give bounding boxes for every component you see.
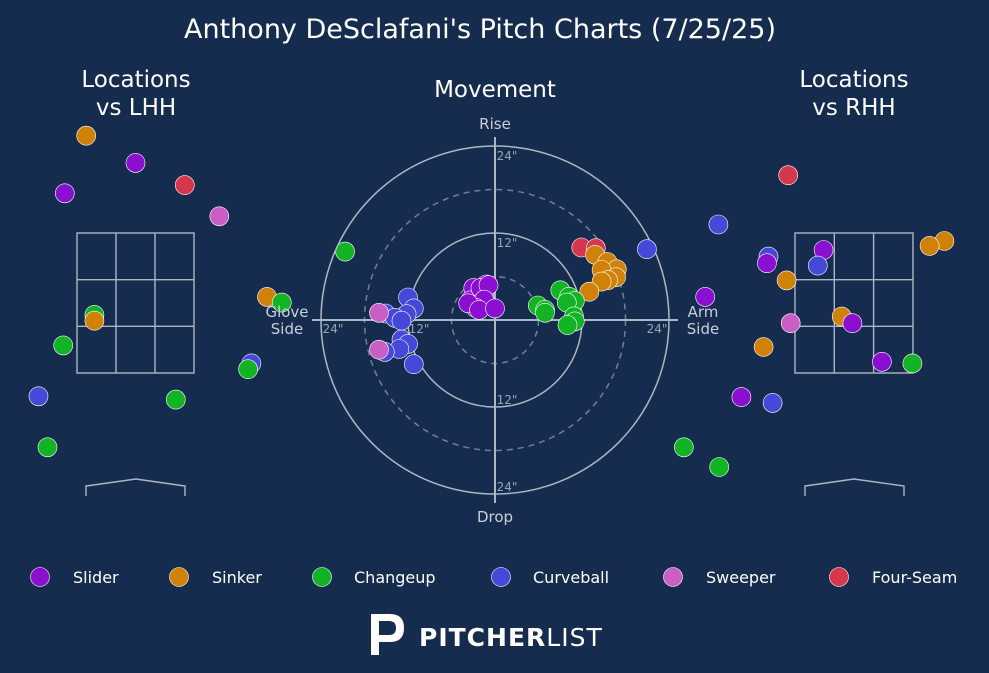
lhh-pitch-dot-changeup <box>238 359 258 380</box>
legend-marker-four-seam <box>829 567 849 587</box>
home-plate-rhh <box>804 478 905 496</box>
panel-title-lhh-line2: vs LHH <box>96 95 176 121</box>
rhh-pitch-dot-slider <box>757 253 777 274</box>
chart-title: Anthony DeSclafani's Pitch Charts (7/25/… <box>184 14 776 45</box>
rhh-pitch-dot-changeup <box>673 437 694 458</box>
legend: Slider Sinker Changeup Curveball Sweeper… <box>30 567 957 587</box>
lhh-pitch-dot-sinker <box>76 125 96 146</box>
axis-label-rise: Rise <box>479 115 511 133</box>
movement-dot-sweeper <box>369 302 389 323</box>
axis-label-glove-side-2: Side <box>271 320 303 338</box>
lhh-pitch-dot-changeup <box>53 335 74 356</box>
pitcherlist-logo: PITCHERLIST <box>371 614 603 655</box>
movement-dot-changeup <box>557 315 578 335</box>
ring-label-top-24: 24" <box>497 149 518 163</box>
rhh-pitch-dot-sweeper <box>780 313 801 334</box>
points-movement <box>369 237 627 375</box>
lhh-pitch-dot-changeup <box>37 437 58 458</box>
movement-dot-curveball <box>391 310 412 331</box>
lhh-pitch-dot-slider <box>125 153 146 173</box>
lhh-pitch-dot-sinker <box>84 310 105 331</box>
legend-label-changeup: Changeup <box>354 568 436 587</box>
legend-marker-changeup <box>312 567 332 587</box>
lhh-pitch-dot-sweeper <box>209 206 230 227</box>
ring-label-bottom-24: 24" <box>497 480 518 494</box>
movement-rings <box>312 137 678 503</box>
legend-label-four-seam: Four-Seam <box>872 568 957 587</box>
rhh-pitch-dot-sinker <box>753 337 774 357</box>
brand-name: PITCHERLIST <box>419 623 603 652</box>
legend-marker-slider <box>30 567 50 587</box>
ring-label-left-12: 12" <box>409 322 430 336</box>
rhh-pitch-dot-curveball <box>762 393 783 413</box>
ring-label-bottom-12: 12" <box>497 393 518 407</box>
brand-name-light: LIST <box>546 623 602 652</box>
legend-marker-sinker <box>169 567 189 587</box>
panel-locations-lhh: Locations vs LHH <box>28 67 355 496</box>
panel-title-rhh-line1: Locations <box>799 67 908 93</box>
lhh-pitch-dot-changeup <box>271 292 292 313</box>
lhh-pitch-dot-curveball <box>28 386 49 407</box>
rhh-pitch-dot-sinker <box>776 270 797 291</box>
movement-dot-slider <box>485 298 505 319</box>
rhh-pitch-dot-slider <box>842 313 863 334</box>
lhh-pitch-dot-four-seam <box>175 175 195 195</box>
legend-label-curveball: Curveball <box>533 568 609 587</box>
movement-dot-curveball <box>403 354 424 375</box>
movement-dot-changeup <box>535 302 555 323</box>
rhh-pitch-dot-slider <box>731 387 752 407</box>
strike-zone-rhh <box>794 232 914 374</box>
lhh-pitch-dot-changeup <box>166 389 186 410</box>
lhh-pitch-dot-slider <box>55 183 75 204</box>
axis-label-arm-side-2: Side <box>687 320 719 338</box>
legend-label-sweeper: Sweeper <box>706 568 776 587</box>
panel-locations-rhh: Locations vs RHH <box>637 67 955 496</box>
rhh-pitch-dot-curveball <box>637 239 657 259</box>
rhh-pitch-dot-curveball <box>807 255 828 276</box>
legend-label-slider: Slider <box>73 568 119 587</box>
rhh-pitch-dot-slider <box>872 351 892 372</box>
rhh-pitch-dot-curveball <box>708 214 729 235</box>
points-rhh <box>637 165 955 477</box>
home-plate-lhh <box>85 478 186 496</box>
legend-marker-curveball <box>491 567 511 587</box>
movement-dot-sweeper <box>369 339 389 360</box>
strike-zone-lhh <box>76 232 195 374</box>
rhh-pitch-dot-four-seam <box>778 165 799 185</box>
brand-name-bold: PITCHER <box>419 623 546 652</box>
points-lhh <box>28 125 355 458</box>
rhh-pitch-dot-changeup <box>709 457 730 477</box>
legend-marker-sweeper <box>663 567 683 587</box>
rhh-pitch-dot-sinker <box>919 236 940 256</box>
panel-title-rhh-line2: vs RHH <box>812 95 895 121</box>
ring-label-right-24: 24" <box>647 322 668 336</box>
rhh-pitch-dot-changeup <box>902 353 923 374</box>
panel-movement: Movement 24" 12" 12" 24" 24" 12" 24" Ris… <box>265 77 719 526</box>
pitcherlist-mark-icon <box>371 614 404 655</box>
panel-title-lhh-line1: Locations <box>81 67 190 93</box>
axis-label-drop: Drop <box>477 508 513 526</box>
axis-label-arm-side-1: Arm <box>688 303 719 321</box>
movement-dot-sinker <box>579 281 600 302</box>
axis-label-glove-side-1: Glove <box>265 303 308 321</box>
rhh-pitch-dot-slider <box>695 287 716 307</box>
legend-label-sinker: Sinker <box>212 568 262 587</box>
ring-label-left-24: 24" <box>323 322 344 336</box>
ring-label-top-12: 12" <box>497 236 518 250</box>
movement-title: Movement <box>434 77 556 103</box>
